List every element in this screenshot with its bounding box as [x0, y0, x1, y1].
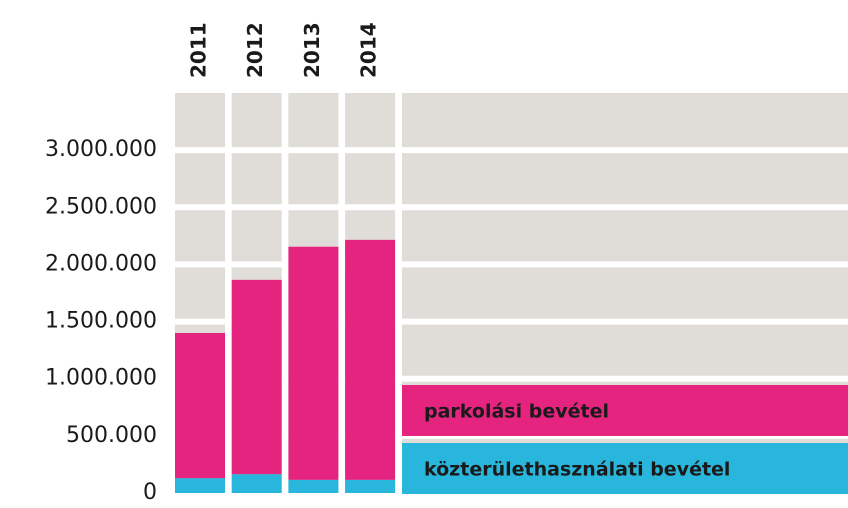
legend-swatch — [402, 443, 848, 494]
legend-swatch — [402, 385, 848, 436]
bar-segment — [345, 239, 396, 480]
legend-label: közterülethasználati bevétel — [424, 459, 730, 481]
x-tick-label: 2013 — [300, 22, 324, 78]
legend-label: parkolási bevétel — [424, 401, 609, 423]
bar-segment — [288, 246, 339, 480]
y-tick-label: 0 — [143, 480, 157, 505]
y-tick-label: 1.000.000 — [45, 366, 157, 391]
y-tick-label: 2.500.000 — [45, 194, 157, 219]
y-tick-label: 500.000 — [66, 423, 157, 448]
bar-segment — [231, 474, 282, 493]
y-tick-label: 1.500.000 — [45, 309, 157, 334]
bar-segment — [345, 479, 396, 493]
bar-segment — [175, 333, 225, 479]
x-tick-label: 2012 — [243, 22, 267, 78]
bar-segment — [288, 479, 339, 493]
y-tick-label: 3.000.000 — [45, 137, 157, 162]
bar-segment — [231, 279, 282, 475]
x-tick-label: 2011 — [187, 22, 211, 78]
bar-segment — [175, 478, 225, 493]
y-tick-label: 2.000.000 — [45, 251, 157, 276]
x-tick-label: 2014 — [357, 22, 381, 78]
